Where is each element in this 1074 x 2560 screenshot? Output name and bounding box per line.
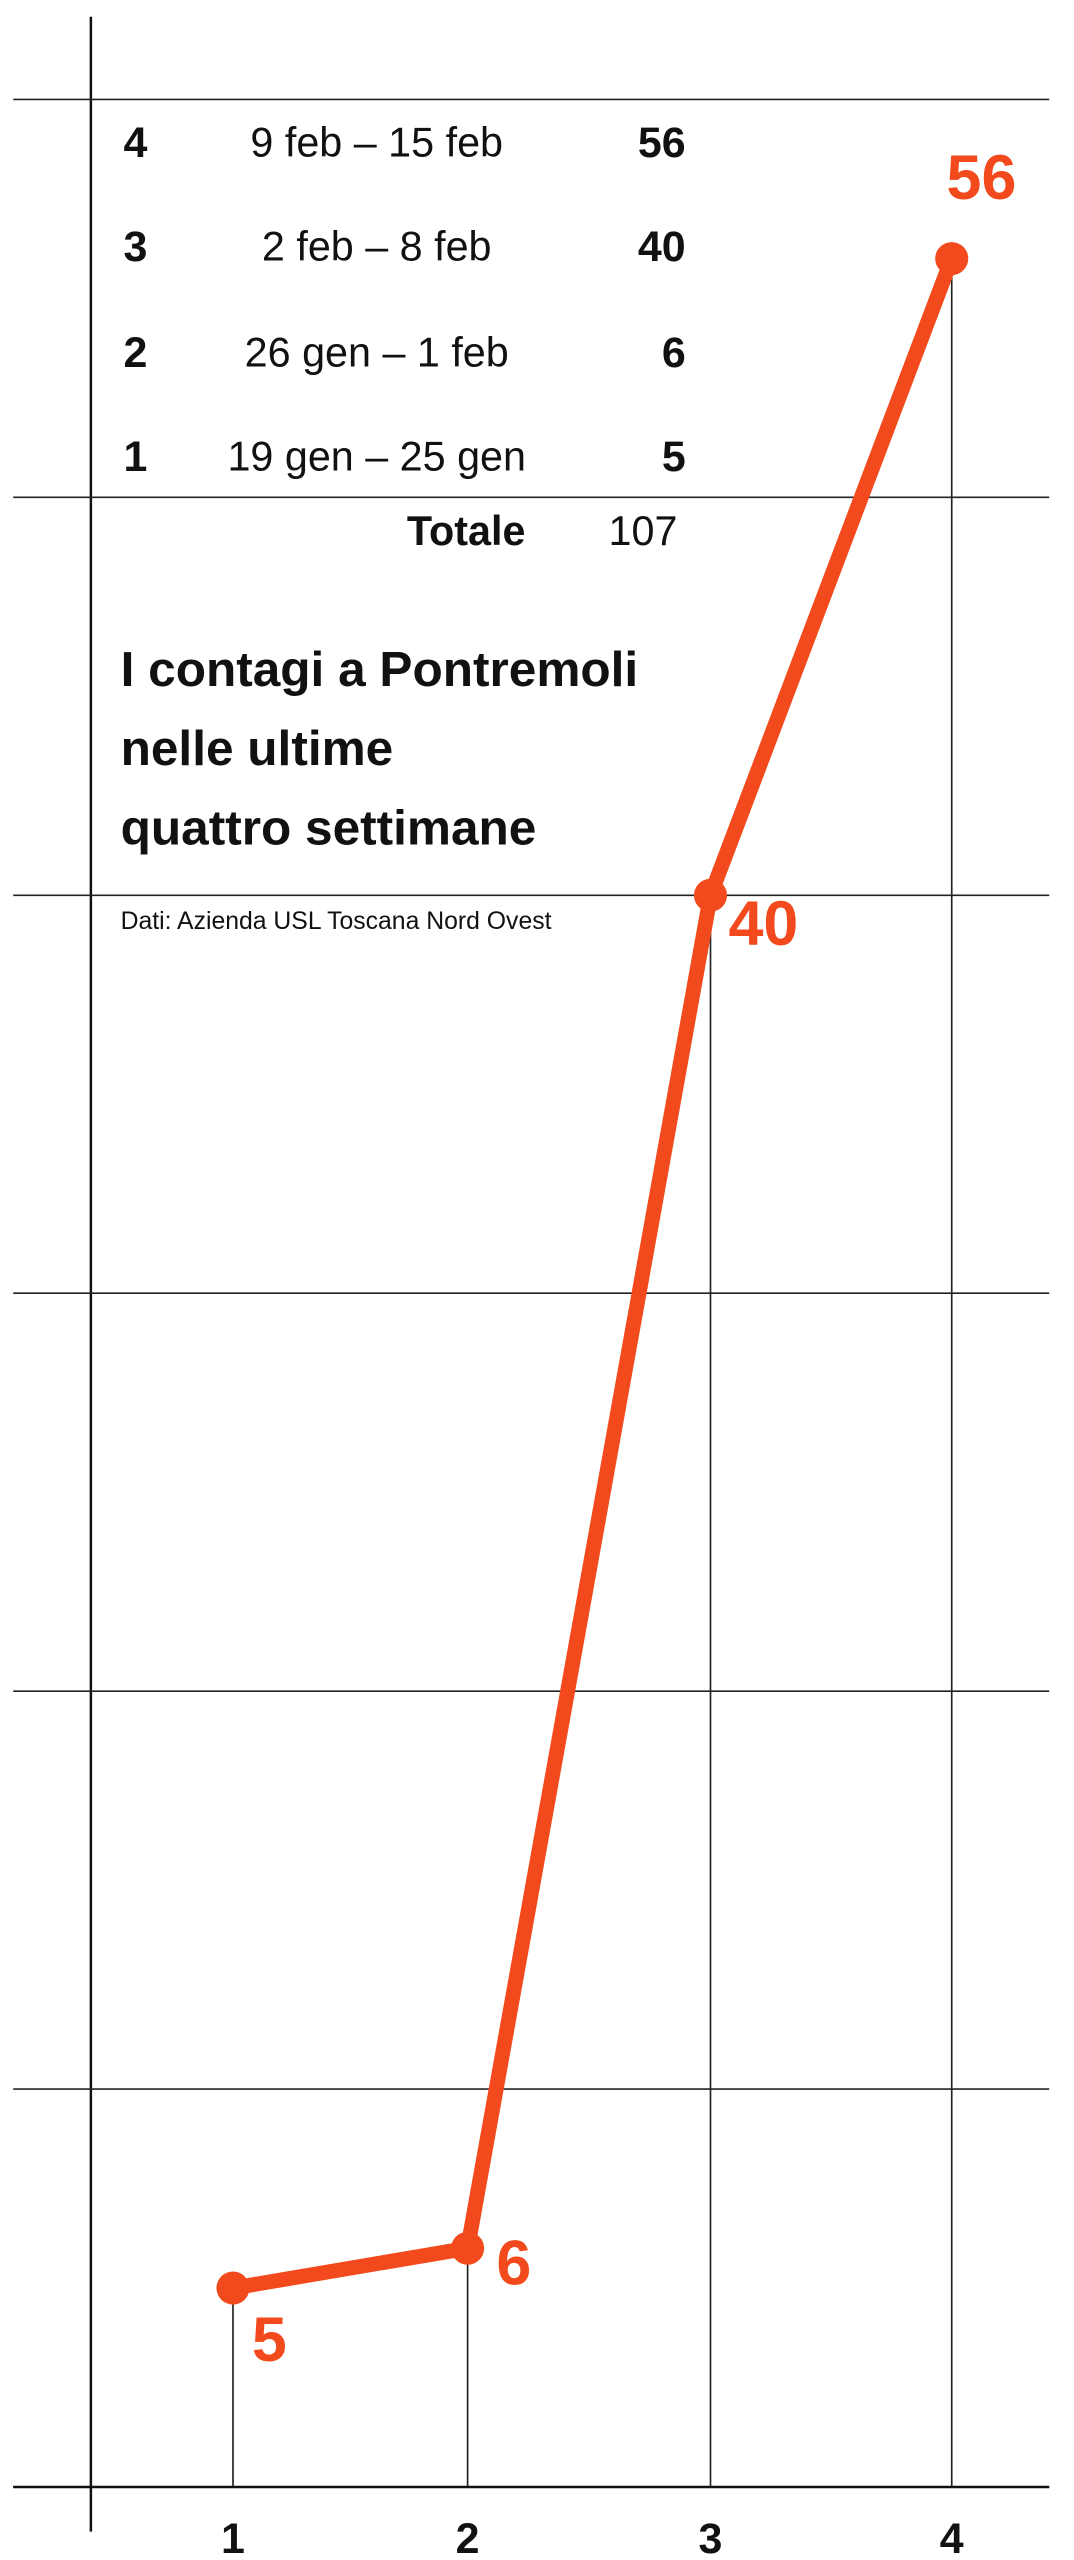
table-count: 56 xyxy=(638,119,686,167)
table-count: 40 xyxy=(638,223,686,271)
point xyxy=(935,242,969,276)
data-label: 5 xyxy=(252,2305,287,2375)
table-week: 3 xyxy=(124,223,148,271)
x-tick-label: 1 xyxy=(221,2515,245,2560)
point xyxy=(693,878,728,912)
chart-title: I contagi a Pontremoli xyxy=(121,641,639,697)
data-label: 40 xyxy=(728,889,798,959)
table-dates: 19 gen – 25 gen xyxy=(227,434,526,480)
chart-title: quattro settimane xyxy=(121,799,537,855)
total-label: Totale xyxy=(407,508,526,554)
table-count: 5 xyxy=(662,433,686,481)
table-dates: 26 gen – 1 feb xyxy=(245,329,509,375)
source: Dati: Azienda USL Toscana Nord Ovest xyxy=(121,908,552,935)
table-week: 2 xyxy=(124,329,148,377)
table-dates: 2 feb – 8 feb xyxy=(262,224,492,270)
x-tick-label: 4 xyxy=(940,2515,964,2560)
point xyxy=(216,2271,250,2305)
total: 107 xyxy=(609,508,678,554)
x-tick-label: 2 xyxy=(456,2515,480,2560)
table-count: 6 xyxy=(662,329,686,377)
table-week: 1 xyxy=(124,433,148,481)
table-dates: 9 feb – 15 feb xyxy=(250,120,503,166)
data-label: 56 xyxy=(947,143,1017,213)
x-tick-label: 3 xyxy=(699,2515,723,2560)
chart-title: nelle ultime xyxy=(121,720,394,776)
data-label: 6 xyxy=(496,2229,531,2299)
point xyxy=(451,2231,485,2265)
table-week: 4 xyxy=(124,119,148,167)
line xyxy=(231,255,959,2296)
